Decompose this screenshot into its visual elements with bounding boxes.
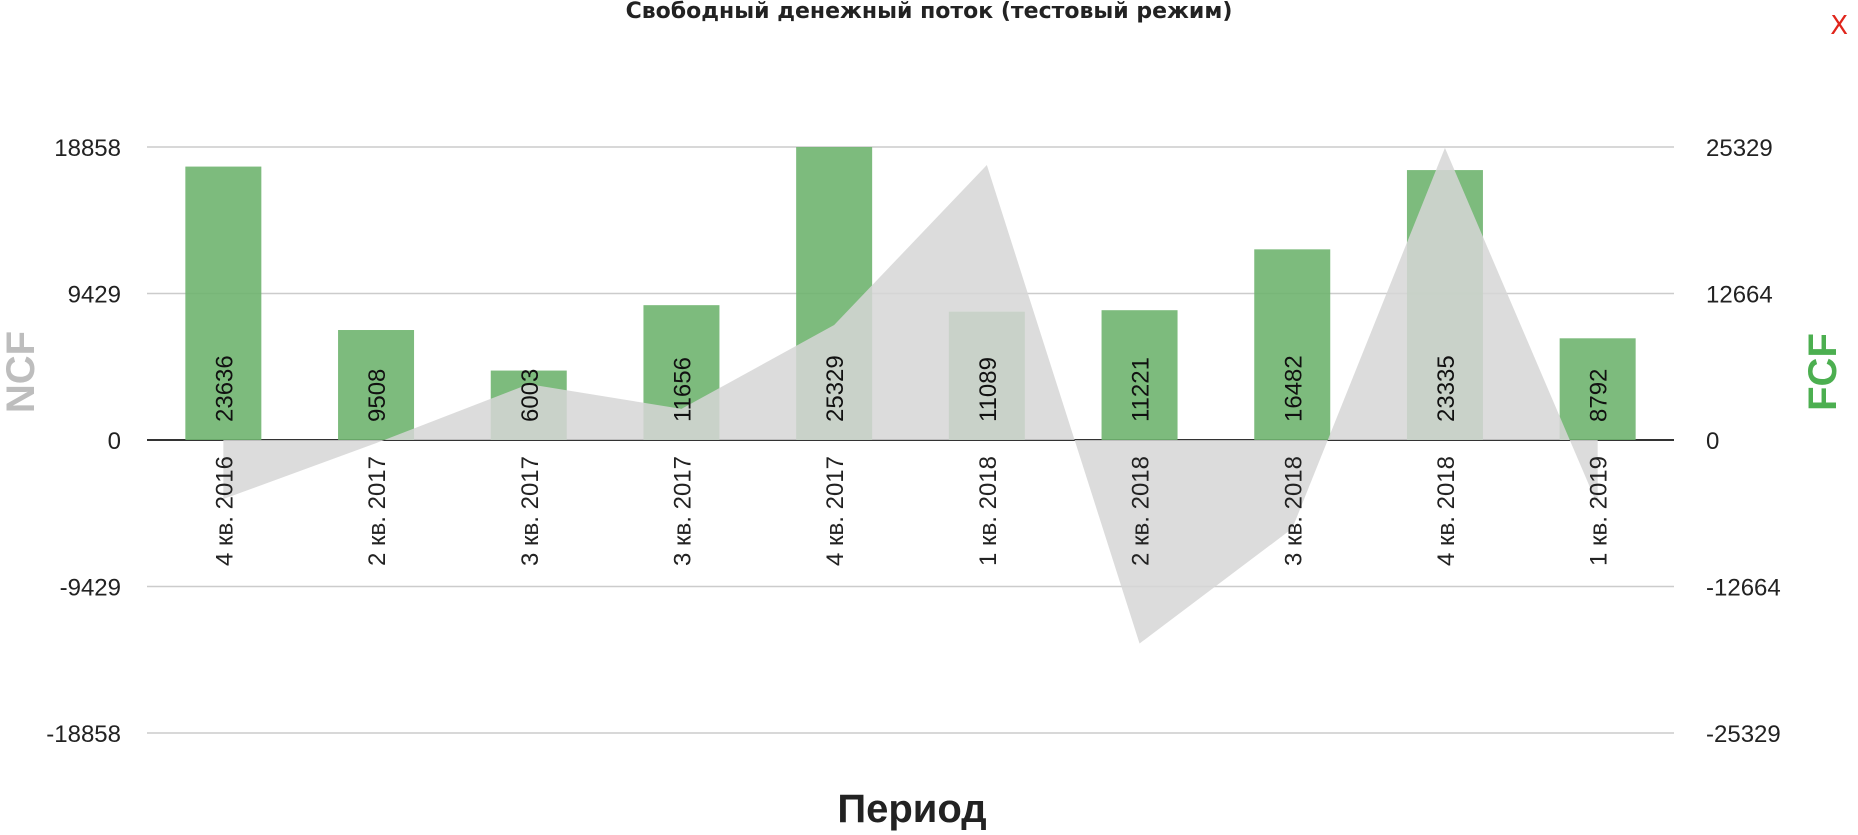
left-tick-label: -9429 — [60, 575, 121, 602]
fcf-bar[interactable] — [338, 330, 415, 440]
bar-value-label: 23335 — [1433, 355, 1460, 422]
fcf-bar[interactable] — [1101, 310, 1178, 440]
x-tick-label: 4 кв. 2017 — [822, 456, 849, 566]
left-tick-label: 9429 — [68, 282, 121, 309]
left-tick-label: 18858 — [54, 135, 121, 162]
left-tick-label: 0 — [108, 428, 121, 455]
fcf-bar[interactable] — [1254, 249, 1331, 440]
chart-title: Свободный денежный поток (тестовый режим… — [625, 0, 1233, 24]
ncf-area-path — [223, 147, 1598, 644]
right-tick-label: 0 — [1706, 428, 1719, 455]
x-tick-label: 2 кв. 2018 — [1128, 456, 1155, 566]
x-tick-label: 2 кв. 2017 — [364, 456, 391, 566]
bar-value-label: 11656 — [669, 357, 696, 422]
right-tick-label: -12664 — [1706, 575, 1781, 602]
x-tick-label: 4 кв. 2016 — [211, 456, 238, 566]
x-tick-label: 3 кв. 2017 — [517, 456, 544, 566]
right-tick-label: 25329 — [1706, 135, 1773, 162]
bar-value-label: 11221 — [1128, 357, 1155, 422]
bar-value-label: 11089 — [975, 357, 1002, 422]
left-axis-ticks: 18858 9429 0 -9429 -18858 — [46, 135, 121, 748]
right-axis-title: FCF — [1801, 333, 1845, 411]
x-tick-label: 3 кв. 2018 — [1280, 456, 1307, 566]
fcf-bar[interactable] — [1559, 338, 1636, 440]
x-tick-labels: 4 кв. 2016 2 кв. 2017 3 кв. 2017 3 кв. 2017… — [211, 456, 1612, 566]
x-tick-label: 4 кв. 2018 — [1433, 456, 1460, 566]
bar-value-label: 16482 — [1280, 355, 1307, 422]
right-axis-ticks: 25329 12664 0 -12664 -25329 — [1706, 135, 1781, 748]
x-tick-label: 1 кв. 2019 — [1586, 456, 1613, 566]
right-tick-label: -25329 — [1706, 721, 1781, 748]
x-axis-title: Период — [837, 787, 986, 831]
fcf-bar[interactable] — [185, 166, 262, 440]
left-axis-title: NCF — [0, 331, 43, 413]
left-tick-label: -18858 — [46, 721, 121, 748]
ncf-area — [223, 147, 1598, 644]
x-tick-label: 1 кв. 2018 — [975, 456, 1002, 566]
bar-value-labels: 23636 9508 6003 11656 25329 11089 11221 16482 23… — [211, 355, 1612, 422]
right-tick-label: 12664 — [1706, 282, 1773, 309]
bar-value-label: 6003 — [517, 369, 544, 422]
bar-value-label: 8792 — [1586, 369, 1613, 422]
close-button[interactable]: X — [1830, 11, 1848, 41]
bar-value-label: 9508 — [364, 369, 391, 422]
x-tick-label: 3 кв. 2017 — [669, 456, 696, 566]
bar-value-label: 23636 — [211, 355, 238, 422]
bar-value-label: 25329 — [822, 355, 849, 422]
